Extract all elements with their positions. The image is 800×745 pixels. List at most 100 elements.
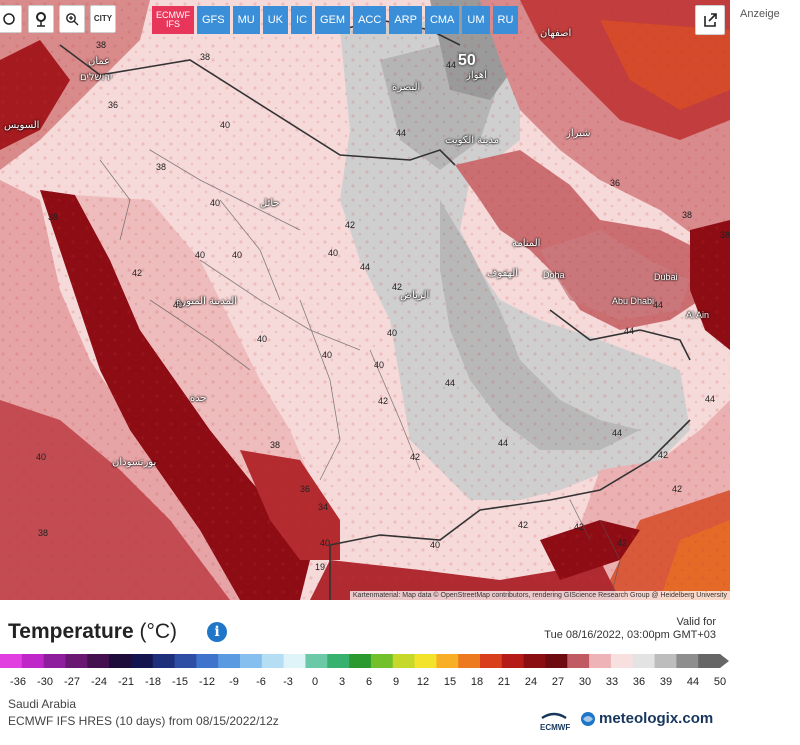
temp-value: 40 [374,360,385,370]
scale-tick: 44 [686,676,700,688]
temp-value: 36 [610,178,621,188]
scale-color [414,654,437,668]
temp-value: 42 [132,268,143,278]
city-shiraz: شيراز [566,128,591,139]
max-temp-label: 50 [458,52,476,69]
city-jeddah: جدة [190,393,207,404]
city-kuwait: مدينة الكويت [445,135,500,146]
temp-value: 42 [518,520,529,530]
city-button[interactable]: CITY [90,5,116,33]
info-icon[interactable]: i [207,622,227,642]
scale-color [43,654,66,668]
valid-label: Valid for [676,616,716,628]
model-tab[interactable]: CMA [424,6,460,34]
temp-value: 44 [446,60,457,70]
scale-color [458,654,481,668]
scale-tick: 33 [605,676,619,688]
temp-value: 42 [410,452,421,462]
scale-tick: -36 [10,676,26,688]
temp-value: 38 [96,40,107,50]
scale-color [65,654,88,668]
temp-value: 42 [345,220,356,230]
scale-color [152,654,176,668]
scale-color [283,654,306,668]
scale-tick: 9 [392,676,400,688]
pin-button[interactable] [28,5,54,33]
map-pin-icon [36,12,46,27]
city-isfahan: اصفهان [540,28,572,39]
circle-icon [3,13,15,25]
scale-color [501,654,525,668]
scale-tick: -6 [256,676,266,688]
scale-color [545,654,568,668]
scale-color [392,654,416,668]
model-tab[interactable]: GEM [315,6,351,34]
model-tab[interactable]: UK [262,6,289,34]
scale-color [21,654,45,668]
scale-tick: -27 [64,676,80,688]
meteologix-logo[interactable]: meteologix.com [580,710,713,727]
temp-value: 42 [574,522,585,532]
scale-color [218,654,241,668]
scale-color [676,654,699,668]
scale-color [698,654,721,668]
scale-color [436,654,459,668]
temperature-field [0,0,730,600]
model-tab[interactable]: ARP [389,6,422,34]
temp-value: 42 [392,282,403,292]
model-tab[interactable]: IC [291,6,313,34]
city-suez: السويس [4,120,40,131]
color-scale [0,654,729,668]
scale-tick: 30 [578,676,592,688]
svg-text:ECMWF: ECMWF [540,723,570,732]
scale-tick: 39 [659,676,673,688]
temp-value: 19 [315,562,326,572]
model-selector: ECMWF IFS GFS MU UK IC GEM ACC ARP CMA UM RU [152,6,519,34]
ad-label: Anzeige [740,8,780,20]
model-tab[interactable]: ACC [353,6,387,34]
share-button[interactable] [695,5,725,35]
city-amman: عمان [88,56,111,67]
scale-color [654,654,677,668]
title-text: Temperature [8,620,134,643]
zoom-icon [66,13,79,26]
model-tab[interactable]: ECMWF IFS [152,6,194,34]
temp-value: 40 [322,350,333,360]
zoom-button[interactable] [59,5,85,33]
model-tab[interactable]: GFS [197,6,230,34]
location-button[interactable] [0,5,22,33]
city-hofuf: الهفوف [487,268,519,279]
temp-value: 40 [220,120,231,130]
unit-text: (°C) [139,620,178,643]
scale-tick: -12 [199,676,215,688]
scale-color [567,654,590,668]
scale-tick: 6 [365,676,373,688]
city-ahvaz: اهواز [466,70,487,81]
scale-color [174,654,197,668]
temp-value: 38 [200,52,211,62]
model-tab[interactable]: UM [462,6,490,34]
temp-value: 44 [445,378,456,388]
scale-color [632,654,656,668]
temp-value: 42 [378,396,389,406]
globe-icon [581,711,595,726]
city-port-sudan: بورتسودان [112,457,157,468]
model-tab[interactable]: MU [232,6,260,34]
scale-color [589,654,612,668]
scale-tick: -30 [37,676,53,688]
temp-value: 40 [257,334,268,344]
ecmwf-logo: ECMWF [538,710,570,737]
temp-value: 44 [498,438,509,448]
temp-value: 38 [48,212,59,222]
city-medina: المدينة المنورة [176,296,238,307]
weather-map[interactable]: CITY ECMWF IFS GFS MU UK IC GEM ACC ARP CMA UM RU … [0,0,730,600]
scale-tick: 0 [311,676,319,688]
scale-color [261,654,285,668]
scale-tick: 12 [416,676,430,688]
model-info: ECMWF IFS HRES (10 days) from 08/15/2022… [8,714,279,728]
temp-value: 38 [720,230,730,240]
city-riyadh: الرياض [400,290,430,301]
model-tab[interactable]: RU [492,6,519,34]
scale-color [0,654,23,668]
scale-color [349,654,372,668]
